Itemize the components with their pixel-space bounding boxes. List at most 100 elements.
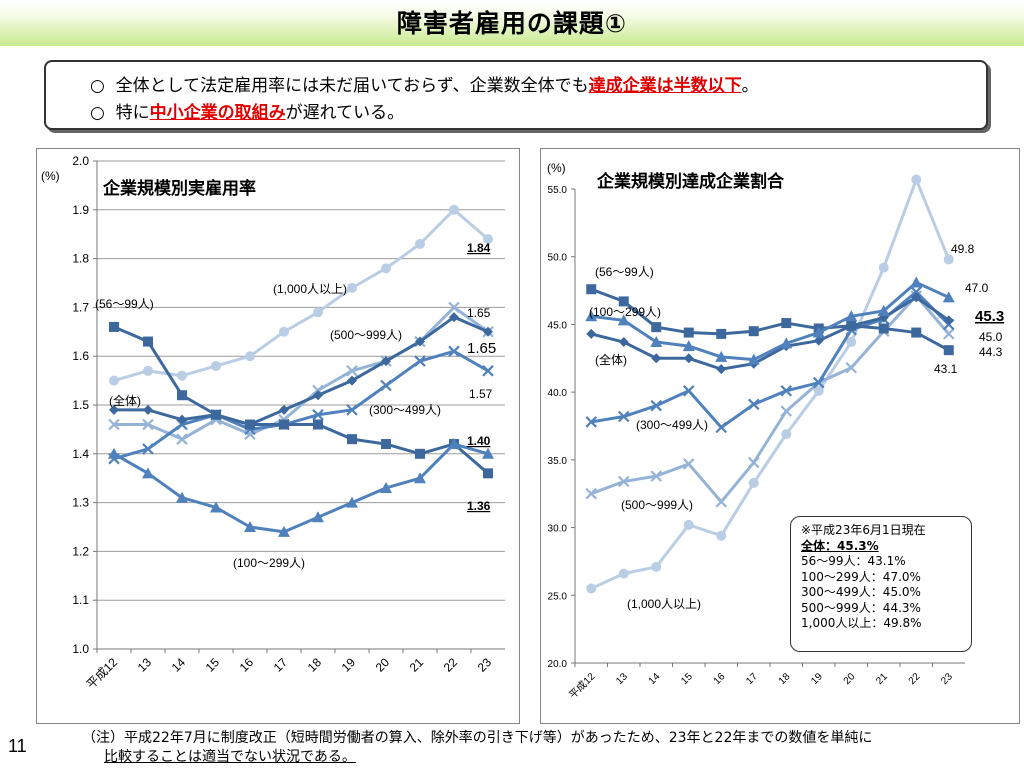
- data-point: [177, 390, 187, 401]
- data-point: [346, 496, 358, 508]
- data-point: [176, 433, 188, 445]
- data-point: [585, 487, 598, 500]
- data-point: [415, 448, 425, 459]
- x-tick-label: 平成12: [84, 655, 121, 692]
- x-tick-label: 19: [809, 671, 825, 687]
- data-point: [347, 434, 357, 445]
- highlight-text: 達成企業は半数以下: [588, 76, 742, 96]
- value-label: 43.1: [934, 362, 958, 376]
- series-label-500-999: (500～999人): [330, 328, 402, 342]
- series-line: [590, 295, 950, 371]
- series-label-300-499: (300～499人): [636, 418, 708, 432]
- data-point: [449, 204, 459, 215]
- as-of-note-box: ※平成23年6月1日現在 全体：45.3% 56～99人：43.1% 100～2…: [790, 516, 972, 652]
- data-point: [813, 335, 824, 346]
- data-point: [911, 327, 922, 338]
- data-point: [651, 561, 662, 572]
- y-axis-unit: (%): [41, 169, 60, 183]
- x-tick-label: 19: [339, 655, 359, 675]
- data-point: [143, 404, 153, 415]
- y-tick-label: 45.0: [548, 320, 568, 331]
- y-tick-label: 1.5: [72, 398, 89, 412]
- data-point: [617, 475, 630, 488]
- data-point: [279, 419, 289, 430]
- summary-line-1: ○ 全体として法定雇用率には未だ届いておらず、企業数全体でも達成企業は半数以下。: [90, 71, 759, 96]
- series-label-500-999: (500～999人): [621, 498, 693, 512]
- data-point: [177, 370, 187, 381]
- y-tick-label: 1.6: [72, 349, 89, 363]
- data-point: [877, 304, 890, 316]
- data-point: [780, 337, 793, 349]
- data-point: [715, 350, 728, 362]
- y-tick-label: 1.8: [72, 252, 89, 266]
- data-point: [346, 404, 358, 416]
- summary-text: 全体として法定雇用率には未だ届いておらず、企業数全体でも: [115, 76, 589, 96]
- series-label-300-499: (300～499人): [369, 403, 441, 417]
- y-tick-label: 1.7: [72, 300, 89, 314]
- data-point: [943, 345, 954, 356]
- x-tick-label: 16: [237, 655, 257, 675]
- data-point: [943, 315, 954, 326]
- data-point: [683, 519, 694, 530]
- data-point: [942, 291, 955, 303]
- x-tick-label: 22: [441, 655, 461, 675]
- data-point: [108, 418, 120, 431]
- chart-panel-employment-rate: (%) 企業規模別実雇用率 1.0 1.1 1.2 1.3 1.4 1.5 1.6 1.7 1.…: [36, 148, 520, 724]
- data-point: [448, 301, 460, 314]
- data-point: [651, 322, 662, 333]
- data-point: [617, 410, 630, 423]
- data-point: [483, 468, 493, 479]
- data-point: [347, 375, 357, 386]
- footnote: （注）平成22年7月に制度改正（短時間労働者の算入、除外率の引き下げ等）があった…: [82, 729, 872, 767]
- data-point: [312, 408, 324, 421]
- data-point: [650, 470, 663, 482]
- series-label-100-299: (100～299人): [233, 556, 305, 570]
- summary-box: ○ 全体として法定雇用率には未だ届いておらず、企業数全体でも達成企業は半数以下。…: [44, 60, 988, 130]
- data-point: [716, 328, 727, 339]
- data-point: [142, 418, 154, 431]
- data-point: [716, 530, 727, 541]
- data-point: [381, 356, 391, 367]
- x-tick-label: 16: [712, 671, 728, 687]
- value-label: 49.8: [951, 242, 975, 256]
- y-tick-label: 40.0: [548, 388, 568, 399]
- value-label: 45.0: [979, 330, 1003, 344]
- data-point: [278, 525, 290, 537]
- data-point: [715, 496, 728, 508]
- data-point: [845, 361, 858, 374]
- x-tick-label: 14: [169, 655, 189, 675]
- data-point: [279, 326, 289, 337]
- data-point: [211, 360, 221, 371]
- x-tick-label: 15: [203, 655, 223, 675]
- x-tick-label: 17: [271, 655, 291, 675]
- x-tick-label: 14: [647, 671, 663, 687]
- data-point: [846, 320, 857, 331]
- y-tick-label: 1.2: [72, 544, 89, 558]
- data-point: [380, 379, 392, 392]
- data-point: [943, 254, 954, 265]
- series-label-56-99: (56～99人): [595, 265, 654, 279]
- y-tick-label: 50.0: [548, 253, 568, 264]
- title-bar: [0, 0, 1024, 46]
- summary-text: 特に: [115, 103, 150, 123]
- data-point: [812, 326, 825, 338]
- data-point: [585, 310, 598, 322]
- series-line: [113, 208, 489, 383]
- x-tick-label: 21: [407, 655, 427, 675]
- data-point: [845, 310, 858, 322]
- value-label: 1.40: [467, 434, 491, 448]
- y-tick-label: 35.0: [548, 456, 568, 467]
- x-tick-label: 15: [679, 671, 695, 687]
- series-label-56-99: (56～99人): [95, 297, 154, 311]
- data-point: [780, 405, 793, 417]
- data-point: [780, 385, 793, 397]
- x-tick-label: 20: [373, 655, 393, 675]
- data-point: [415, 336, 425, 347]
- series-line: [590, 287, 950, 352]
- data-point: [245, 351, 255, 362]
- summary-text: 。: [741, 76, 759, 96]
- data-point: [781, 318, 792, 329]
- x-tick-label: 22: [907, 671, 923, 687]
- y-tick-label: 1.4: [72, 447, 89, 461]
- x-tick-label: 20: [842, 671, 858, 687]
